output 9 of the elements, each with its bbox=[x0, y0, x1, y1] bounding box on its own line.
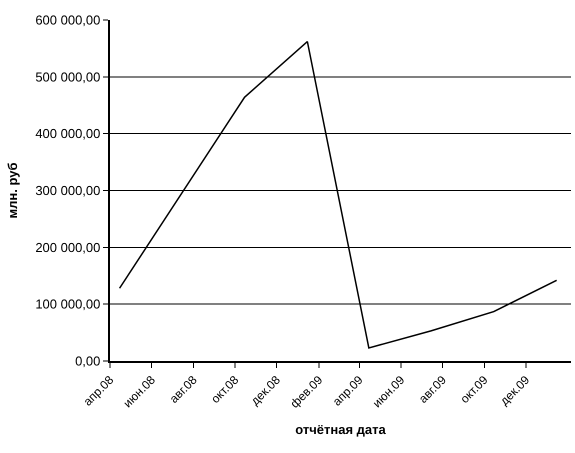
y-tick-label: 100 000,00 bbox=[35, 296, 100, 312]
y-axis-title: млн. руб bbox=[4, 162, 20, 218]
y-tick-label: 0,00 bbox=[75, 354, 100, 369]
x-axis-title: отчётная дата bbox=[295, 422, 387, 437]
y-tick-label: 200 000,00 bbox=[35, 240, 100, 255]
y-tick-label: 500 000,00 bbox=[35, 69, 100, 84]
y-tick-label: 600 000,00 bbox=[35, 12, 100, 28]
y-tick-label: 400 000,00 bbox=[35, 126, 100, 142]
y-tick-label: 300 000,00 bbox=[35, 183, 100, 198]
